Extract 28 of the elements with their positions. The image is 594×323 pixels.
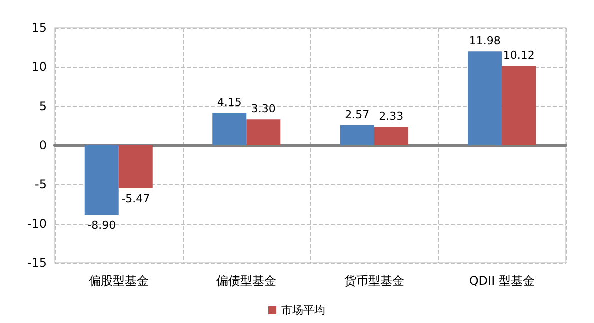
bar xyxy=(118,146,153,188)
x-tick-label: 货币型基金 xyxy=(344,274,404,288)
y-tick-label: -15 xyxy=(27,256,47,270)
data-label: 2.57 xyxy=(345,108,370,122)
x-tick-label: 偏股型基金 xyxy=(88,274,149,288)
data-label: 11.98 xyxy=(469,34,501,48)
bar xyxy=(374,127,408,146)
y-tick-label: 15 xyxy=(32,21,47,35)
data-label: -5.47 xyxy=(122,192,150,206)
data-label: 3.30 xyxy=(251,102,276,116)
bar xyxy=(502,66,536,146)
y-tick-label: -5 xyxy=(35,178,47,192)
bar xyxy=(246,120,281,146)
data-label: -8.90 xyxy=(88,219,116,232)
data-label: 2.33 xyxy=(379,110,404,124)
y-tick-label: 0 xyxy=(39,138,47,152)
legend-label: 市场平均 xyxy=(282,304,326,317)
data-label: 10.12 xyxy=(503,49,535,62)
data-label: 4.15 xyxy=(217,96,242,109)
bar xyxy=(212,112,247,146)
bar xyxy=(468,52,502,146)
y-tick-label: -10 xyxy=(27,216,47,231)
bar xyxy=(84,146,119,216)
x-tick-label: 偏债型基金 xyxy=(216,274,277,288)
x-tick-label: QDII 型基金 xyxy=(469,274,535,288)
bar xyxy=(340,125,374,146)
y-tick-label: 5 xyxy=(39,99,47,114)
y-tick-label: 10 xyxy=(32,60,47,74)
